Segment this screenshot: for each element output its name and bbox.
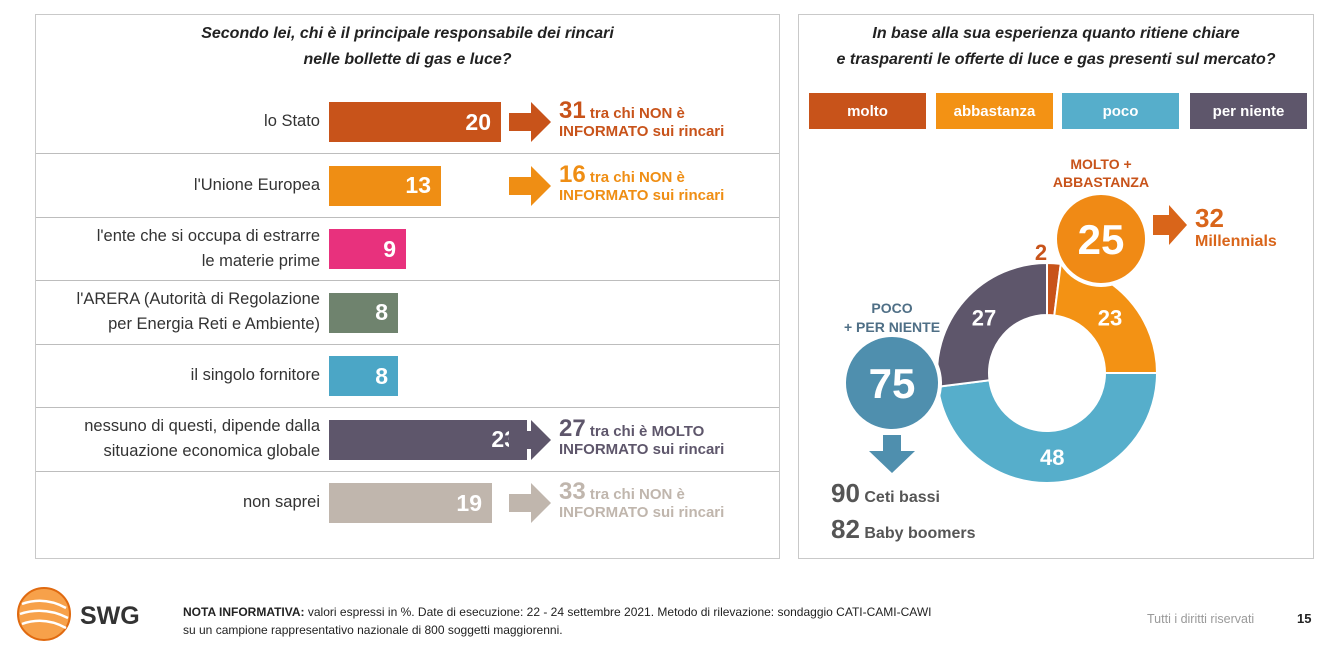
transparency-panel: In base alla sua esperienza quanto ritie… <box>798 14 1314 559</box>
bar-category-label: lo Stato <box>264 112 320 130</box>
legend-item: abbastanza <box>936 93 1053 129</box>
bar-category-label: nessuno di questi, dipende dalla situazio… <box>84 417 320 460</box>
group-label: POCO <box>871 300 912 316</box>
slice-label: 48 <box>1040 445 1064 470</box>
bar-category-label: non saprei <box>242 493 320 511</box>
bar-category-label: il singolo fornitore <box>190 366 320 384</box>
slice-label: 23 <box>1098 305 1122 330</box>
right-arrow-icon <box>509 419 551 460</box>
bar-row: non saprei 19 33 tra chi NON è INFORMATO su… <box>36 471 779 535</box>
rights-text: Tutti i diritti riservati <box>1147 612 1255 626</box>
swg-logo: SWG <box>14 586 164 647</box>
bar: 8 <box>329 356 398 396</box>
callout-value: 31 <box>559 97 586 124</box>
bar: 13 <box>329 165 441 206</box>
legend-item: poco <box>1062 93 1179 129</box>
legend-item: per niente <box>1190 93 1307 129</box>
right-arrow-icon <box>509 483 551 523</box>
page-number: 15 <box>1297 611 1312 626</box>
bar-category-label: l'Unione Europea <box>193 175 320 194</box>
bar: 9 <box>329 229 406 269</box>
donut-slice <box>936 261 1048 388</box>
bar: 23 <box>329 419 527 460</box>
legend-item: molto <box>809 93 926 129</box>
callout-value: 27 <box>559 414 586 442</box>
bar: 8 <box>329 292 398 333</box>
bar-category-label: l'ente che si occupa di estrarre le mater… <box>96 226 320 270</box>
bar-row: l'ente che si occupa di estrarre le mater… <box>36 217 779 281</box>
right-arrow-icon <box>509 102 551 142</box>
right-arrow-icon <box>509 165 551 206</box>
donut-chart: 23 48 27 2 MOLTO + ABBASTANZA 25 POCO + PER NIEN… <box>831 156 1277 544</box>
logo-text: SWG <box>80 602 140 630</box>
slice-label: 27 <box>972 305 996 330</box>
group-label: ABBASTANZA <box>1053 174 1149 190</box>
bar-callout: 27 tra chi è MOLTO INFORMATO sui rincari <box>509 416 769 460</box>
group-label: + PER NIENTE <box>844 319 940 335</box>
callout-value: 33 <box>559 478 586 505</box>
bar-row: l'Unione Europea 13 16 tra chi NON è INFORM… <box>36 154 779 218</box>
bar-callout: 31 tra chi NON è INFORMATO sui rincari <box>509 99 769 142</box>
group-label: MOLTO + <box>1070 156 1131 172</box>
bar-row: il singolo fornitore 8 <box>36 344 779 408</box>
swg-logo-mark: SWG <box>17 587 140 641</box>
group-bubble <box>842 333 942 433</box>
callout: 82 Baby boomers <box>831 514 976 544</box>
bar-row: lo Stato 20 31 tra chi NON è INFORMATO sui … <box>36 90 779 154</box>
slice-label: 2 <box>1035 240 1047 265</box>
transparency-title: In base alla sua esperienza quanto ritie… <box>836 25 1276 68</box>
donut-slice <box>936 372 1159 484</box>
bar-callout: 16 tra chi NON è INFORMATO sui rincari <box>509 162 769 206</box>
responsible-title: Secondo lei, chi è il principale respons… <box>201 25 614 68</box>
callout-label: Millennials <box>1195 233 1277 250</box>
callout-value: 16 <box>559 160 586 188</box>
bar-callout: 33 tra chi NON è INFORMATO sui rincari <box>509 480 769 523</box>
bar-row: nessuno di questi, dipende dalla situazio… <box>36 408 779 472</box>
group-value: 75 <box>869 360 916 407</box>
bar-row: l'ARERA (Autorità di Regolazione per Ener… <box>36 281 779 345</box>
responsible-panel: Secondo lei, chi è il principale respons… <box>35 14 780 559</box>
callout-value: 32 <box>1195 203 1224 233</box>
right-arrow-icon <box>1153 205 1187 245</box>
group-value: 25 <box>1078 216 1125 263</box>
group-bubble <box>1053 191 1149 287</box>
bar-category-label: l'ARERA (Autorità di Regolazione per Ener… <box>76 290 320 333</box>
callout: 90 Ceti bassi <box>831 478 940 508</box>
down-arrow-icon <box>869 435 915 473</box>
bar: 20 <box>329 102 501 142</box>
bar: 19 <box>329 483 492 523</box>
methodology-note: NOTA INFORMATIVA: valori espressi in %. … <box>183 605 932 637</box>
